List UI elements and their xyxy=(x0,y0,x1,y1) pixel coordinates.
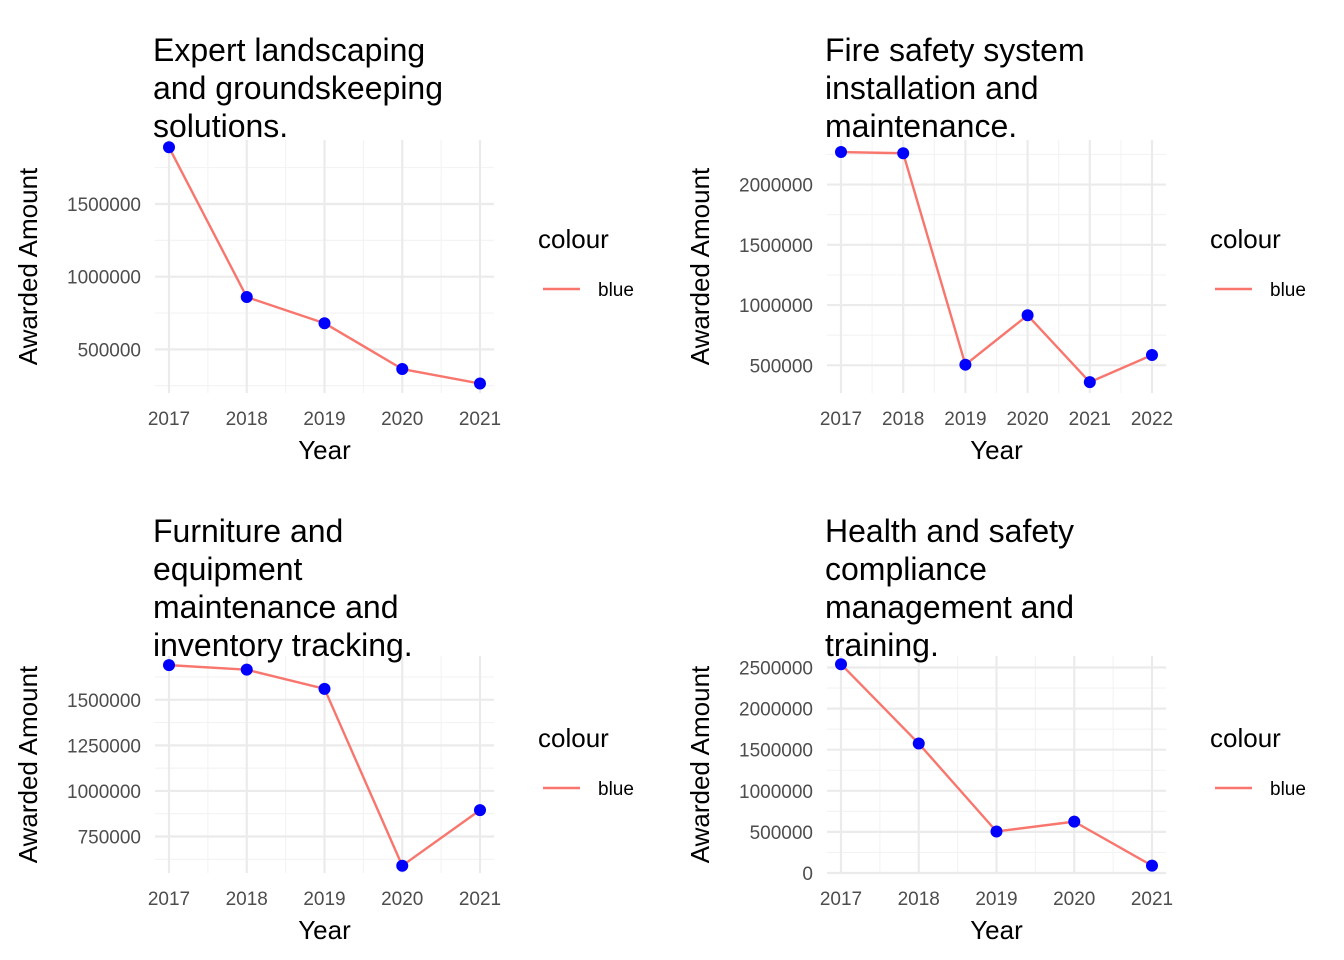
y-tick-label: 1500000 xyxy=(67,195,141,216)
chart-title: Furniture and xyxy=(153,513,343,549)
y-axis-title: Awarded Amount xyxy=(685,167,715,365)
data-point xyxy=(835,146,847,159)
chart-title: maintenance. xyxy=(825,108,1017,144)
legend-label: blue xyxy=(1270,280,1306,301)
x-axis-title: Year xyxy=(970,915,1023,945)
data-point xyxy=(163,141,175,154)
y-tick-label: 1500000 xyxy=(67,691,141,712)
y-tick-label: 1500000 xyxy=(739,236,813,257)
y-tick-label: 500000 xyxy=(750,356,813,377)
x-tick-label: 2020 xyxy=(1006,409,1048,430)
x-tick-label: 2020 xyxy=(381,409,423,430)
x-tick-label: 2021 xyxy=(1131,889,1173,910)
y-axis-title: Awarded Amount xyxy=(13,167,43,365)
y-tick-label: 750000 xyxy=(78,828,141,849)
data-point xyxy=(1068,815,1081,828)
x-tick-label: 2020 xyxy=(1053,889,1095,910)
y-axis-title: Awarded Amount xyxy=(13,665,43,863)
data-point xyxy=(1083,376,1096,389)
y-tick-label: 2000000 xyxy=(739,700,813,721)
chart-title: equipment xyxy=(153,551,303,587)
data-point xyxy=(959,358,972,371)
chart-panel-2: 500000 1000000 1500000 2000000 2017 2018 2019 2… xyxy=(685,32,1306,465)
x-tick-label: 2017 xyxy=(148,409,190,430)
data-point xyxy=(897,147,910,160)
y-tick-label: 1000000 xyxy=(739,296,813,317)
chart-title: training. xyxy=(825,627,939,663)
chart-title: management and xyxy=(825,589,1074,625)
legend-label: blue xyxy=(598,280,634,301)
x-tick-label: 2017 xyxy=(148,889,190,910)
y-tick-label: 2500000 xyxy=(739,659,813,680)
chart-title: installation and xyxy=(825,70,1038,106)
chart-panel-3: 750000 1000000 1250000 1500000 2017 2018 2019 2… xyxy=(13,513,634,945)
legend-title: colour xyxy=(538,224,609,254)
data-point xyxy=(163,659,175,672)
x-tick-label: 2022 xyxy=(1131,409,1173,430)
x-tick-label: 2018 xyxy=(226,409,268,430)
chart-title: and groundskeeping xyxy=(153,70,443,106)
series-line xyxy=(840,150,1153,384)
chart-title: solutions. xyxy=(153,108,288,144)
data-point xyxy=(396,363,409,376)
data-point xyxy=(474,377,486,390)
data-point xyxy=(1146,859,1158,872)
x-axis-title: Year xyxy=(970,435,1023,465)
y-tick-label: 1500000 xyxy=(739,741,813,762)
y-tick-label: 500000 xyxy=(78,340,141,361)
x-tick-label: 2018 xyxy=(898,889,940,910)
y-tick-label: 0 xyxy=(802,864,813,885)
chart-title: maintenance and xyxy=(153,589,399,625)
legend-label: blue xyxy=(598,779,634,800)
chart-title: inventory tracking. xyxy=(153,627,413,663)
data-point xyxy=(318,317,331,330)
data-point xyxy=(240,291,253,304)
chart-title: compliance xyxy=(825,551,987,587)
chart-title: Expert landscaping xyxy=(153,32,425,68)
x-tick-label: 2019 xyxy=(303,889,345,910)
legend-title: colour xyxy=(1210,224,1281,254)
x-axis-title: Year xyxy=(298,435,351,465)
chart-title: Fire safety system xyxy=(825,32,1085,68)
legend-title: colour xyxy=(1210,723,1281,753)
data-point xyxy=(1021,309,1034,322)
x-tick-label: 2019 xyxy=(303,409,345,430)
x-tick-label: 2021 xyxy=(459,409,501,430)
data-point xyxy=(318,682,331,695)
x-tick-label: 2021 xyxy=(1069,409,1111,430)
x-tick-label: 2017 xyxy=(820,409,862,430)
data-point xyxy=(835,658,847,671)
x-tick-label: 2017 xyxy=(820,889,862,910)
x-tick-label: 2020 xyxy=(381,889,423,910)
chart-title: Health and safety xyxy=(825,513,1074,549)
x-tick-label: 2018 xyxy=(226,889,268,910)
data-point xyxy=(240,663,253,676)
chart-panel-4: 0 500000 1000000 1500000 2000000 2500000 2017 2… xyxy=(685,513,1306,945)
data-point xyxy=(912,737,925,750)
y-tick-label: 1250000 xyxy=(67,736,141,757)
data-point xyxy=(474,804,486,817)
chart-panel-1: 500000 1000000 1500000 2017 2018 2019 2020 2021… xyxy=(13,32,634,465)
x-tick-label: 2021 xyxy=(459,889,501,910)
x-axis-title: Year xyxy=(298,915,351,945)
legend-title: colour xyxy=(538,723,609,753)
y-tick-label: 2000000 xyxy=(739,176,813,197)
x-tick-label: 2018 xyxy=(882,409,924,430)
y-axis-title: Awarded Amount xyxy=(685,665,715,863)
y-tick-label: 1000000 xyxy=(67,782,141,803)
data-point xyxy=(396,859,409,872)
y-tick-label: 1000000 xyxy=(67,268,141,289)
x-tick-label: 2019 xyxy=(975,889,1017,910)
x-tick-label: 2019 xyxy=(944,409,986,430)
data-point xyxy=(990,825,1003,838)
y-tick-label: 500000 xyxy=(750,823,813,844)
legend-label: blue xyxy=(1270,779,1306,800)
y-tick-label: 1000000 xyxy=(739,782,813,803)
data-point xyxy=(1146,349,1158,362)
